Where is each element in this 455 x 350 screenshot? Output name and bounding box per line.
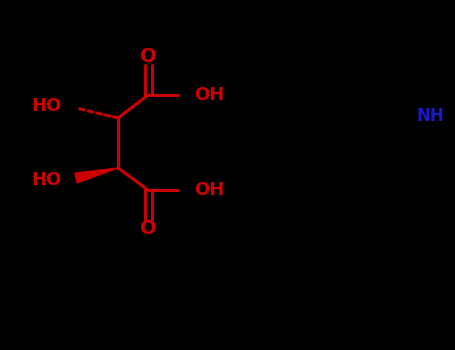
Text: HO: HO	[32, 97, 62, 115]
Polygon shape	[75, 168, 118, 183]
Text: HO: HO	[32, 171, 62, 189]
Text: O: O	[140, 48, 157, 66]
Text: NH: NH	[417, 107, 445, 125]
Text: OH: OH	[194, 181, 224, 199]
Text: OH: OH	[194, 86, 224, 104]
Text: O: O	[140, 218, 157, 238]
